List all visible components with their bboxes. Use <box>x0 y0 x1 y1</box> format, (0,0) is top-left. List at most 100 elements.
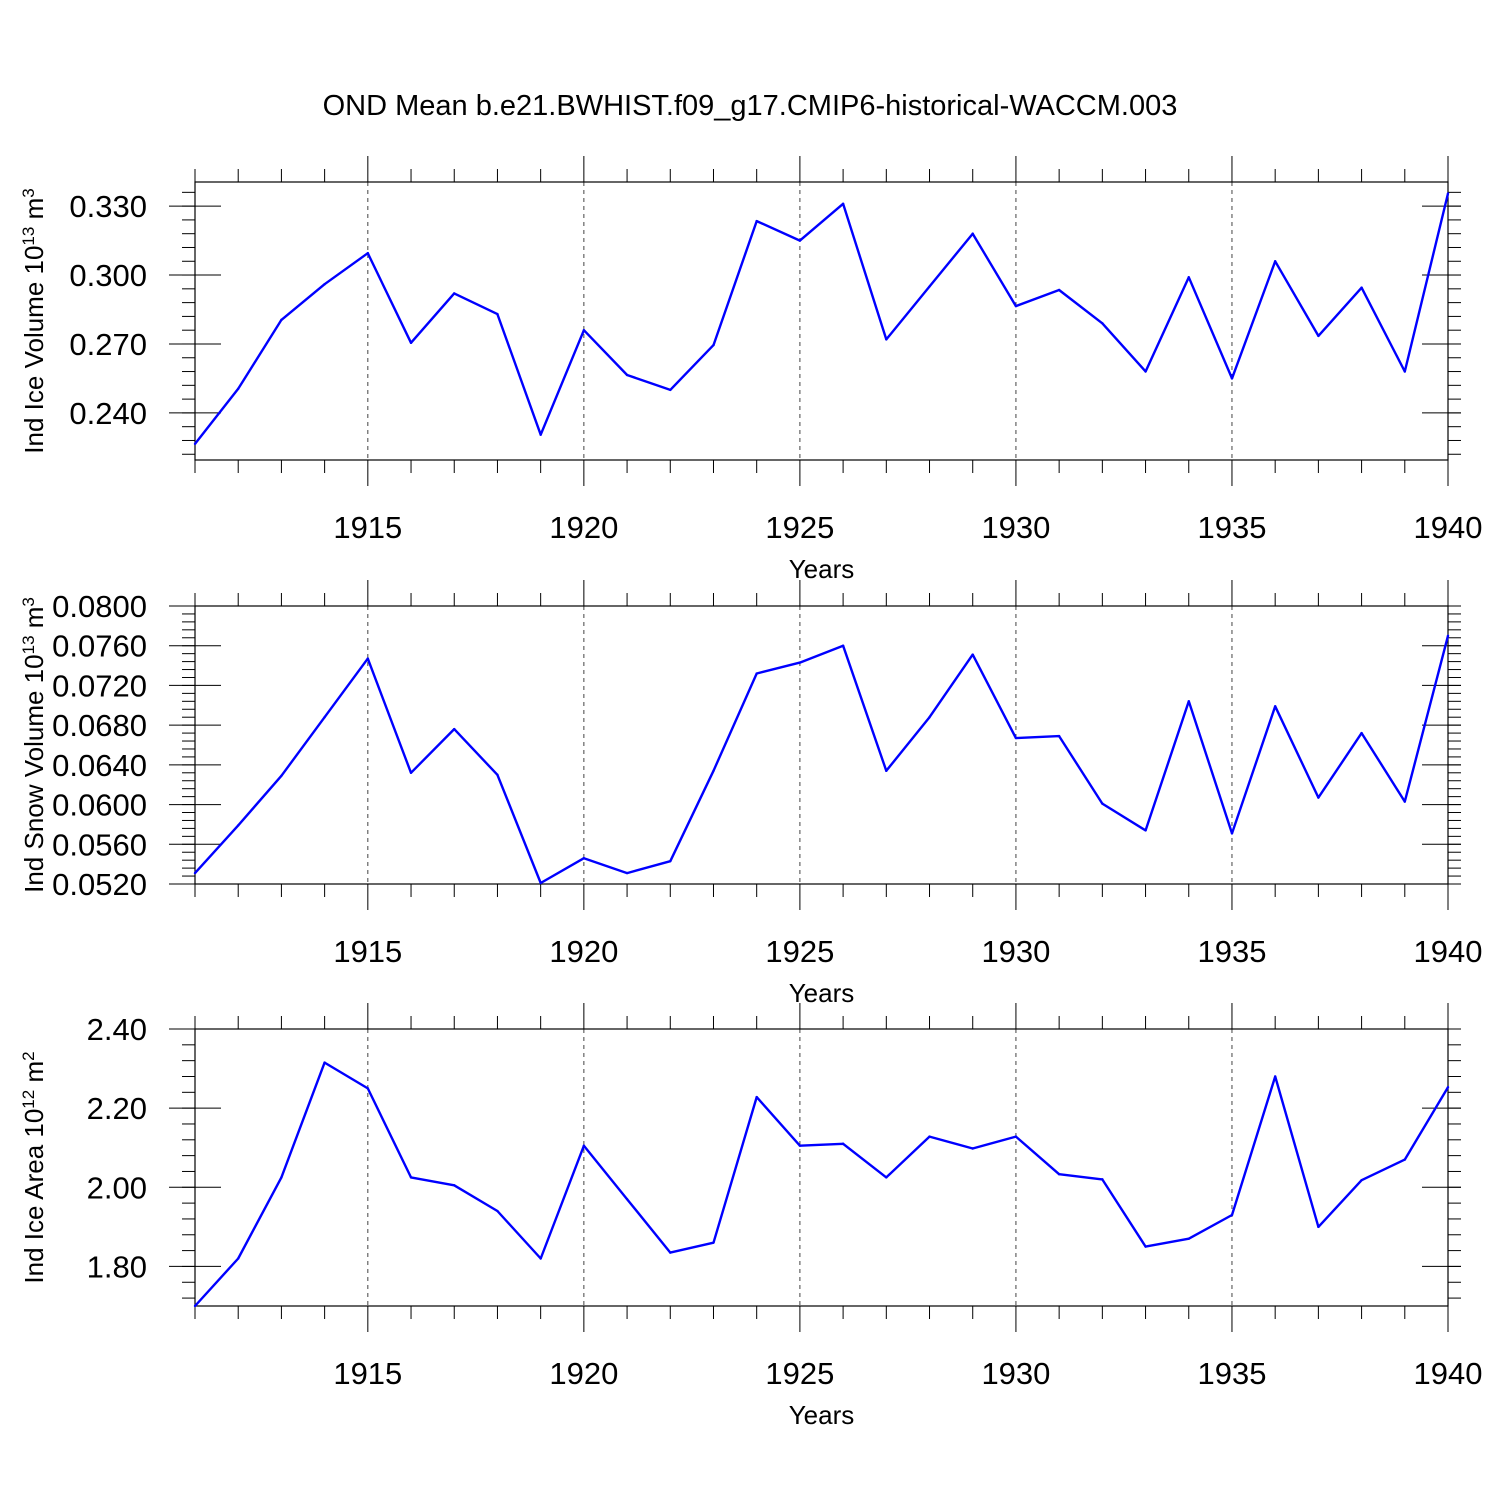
data-point <box>928 285 931 288</box>
x-axis-label: Years <box>789 1400 855 1430</box>
data-point <box>323 716 326 719</box>
data-point <box>1446 1085 1450 1089</box>
data-point <box>1144 370 1147 373</box>
data-point <box>712 343 715 347</box>
y-axis-label-text: Ind Snow Volume 10 <box>19 654 49 893</box>
data-point <box>366 1087 370 1090</box>
data-point <box>1057 288 1061 292</box>
data-point <box>582 328 586 332</box>
x-tick-label: 1930 <box>981 510 1050 545</box>
y-tick-label: 1.80 <box>87 1249 147 1284</box>
data-point <box>193 442 197 446</box>
series-line <box>194 193 1450 445</box>
y-axis-label: Ind Ice Area 1012 m2 <box>19 1051 49 1283</box>
data-point <box>582 856 586 860</box>
data-point <box>885 769 888 773</box>
data-point <box>712 769 715 773</box>
y-tick-label: 0.270 <box>69 327 147 362</box>
x-tick-label: 1930 <box>981 1356 1050 1391</box>
x-tick-label: 1915 <box>333 510 402 545</box>
data-point <box>841 1142 845 1145</box>
data-point <box>885 338 888 341</box>
x-tick-label: 1920 <box>549 1356 618 1391</box>
data-point <box>323 1061 326 1064</box>
data-point <box>798 1144 802 1147</box>
y-axis-label: Ind Ice Volume 1013 m3 <box>19 188 49 453</box>
data-point <box>755 672 758 675</box>
data-point <box>1317 796 1320 799</box>
y-tick-label: 0.0800 <box>52 589 147 624</box>
data-point <box>453 727 456 731</box>
data-point <box>755 219 758 223</box>
panel-1: 0.240 0.270 0.300 0.330 1915 1920 1925 1930 1935… <box>19 156 1483 584</box>
data-point <box>755 1095 758 1099</box>
y-tick-label: 0.0600 <box>52 788 147 823</box>
x-tick-label: 1940 <box>1414 510 1483 545</box>
data-point <box>409 771 413 774</box>
data-point <box>798 661 802 664</box>
data-point <box>1057 734 1061 738</box>
x-tick-label: 1925 <box>765 510 834 545</box>
data-point <box>496 1209 499 1213</box>
data-point <box>1101 802 1104 805</box>
data-point <box>669 388 672 392</box>
data-point <box>323 283 326 286</box>
y-axis-label-superscript: 3 <box>19 188 38 197</box>
y-axis-label-superscript: 13 <box>19 635 38 654</box>
data-point <box>280 774 283 777</box>
plot-frame <box>194 605 1449 885</box>
data-point <box>712 1241 715 1244</box>
y-axis-label: Ind Snow Volume 1013 m3 <box>19 597 49 893</box>
data-point <box>1014 1135 1018 1138</box>
y-tick-label: 0.0760 <box>52 629 147 664</box>
data-point <box>453 292 456 295</box>
y-axis-label-text: m <box>19 198 49 227</box>
data-point <box>1273 705 1277 708</box>
x-tick-label: 1920 <box>549 934 618 969</box>
y-axis-label-text: m <box>19 607 49 636</box>
y-axis-label-superscript: 2 <box>19 1051 38 1060</box>
data-point <box>496 312 499 316</box>
data-point <box>1230 377 1234 380</box>
data-point <box>625 373 629 377</box>
data-point <box>1057 1173 1061 1176</box>
y-tick-label: 0.0680 <box>52 708 147 743</box>
data-point <box>366 252 370 255</box>
panel-3: 1.80 2.00 2.20 2.40 1915 1920 1925 1930 1935 1940… <box>19 1003 1482 1430</box>
data-point <box>971 1147 974 1150</box>
data-point <box>496 773 499 776</box>
y-tick-label: 2.40 <box>87 1012 147 1047</box>
data-point <box>928 1135 931 1138</box>
data-point <box>582 1144 586 1147</box>
y-axis-label-superscript: 13 <box>19 227 38 246</box>
data-point <box>453 1184 456 1187</box>
data-point <box>1187 276 1190 279</box>
data-point <box>539 433 542 436</box>
panel-2: 0.0520 0.0560 0.0600 0.0640 0.0680 0.0720 0.07… <box>19 580 1482 1008</box>
data-point <box>193 871 197 875</box>
y-tick-label: 0.0560 <box>52 827 147 862</box>
plot-frame <box>194 1028 1449 1307</box>
data-point <box>1360 286 1363 289</box>
data-point <box>841 202 845 206</box>
x-tick-label: 1925 <box>765 1356 834 1391</box>
y-tick-label: 0.300 <box>69 258 147 293</box>
data-point <box>1273 1075 1277 1078</box>
data-point <box>1014 736 1018 740</box>
data-point <box>885 1176 888 1179</box>
y-tick-label: 0.330 <box>69 189 147 224</box>
series-line <box>194 1061 1450 1307</box>
data-point <box>539 1257 542 1260</box>
x-axis-label: Years <box>789 554 855 584</box>
data-point <box>1101 1178 1104 1181</box>
data-point <box>409 341 413 345</box>
x-tick-label: 1935 <box>1197 510 1266 545</box>
data-point <box>1360 1178 1363 1182</box>
data-point <box>1014 304 1018 308</box>
data-point <box>1317 334 1320 338</box>
x-tick-label: 1915 <box>333 1356 402 1391</box>
data-point <box>1101 322 1104 325</box>
y-axis-label-text: Ind Ice Volume 10 <box>19 246 49 454</box>
x-axis-label: Years <box>789 978 855 1008</box>
data-point <box>1317 1225 1320 1229</box>
